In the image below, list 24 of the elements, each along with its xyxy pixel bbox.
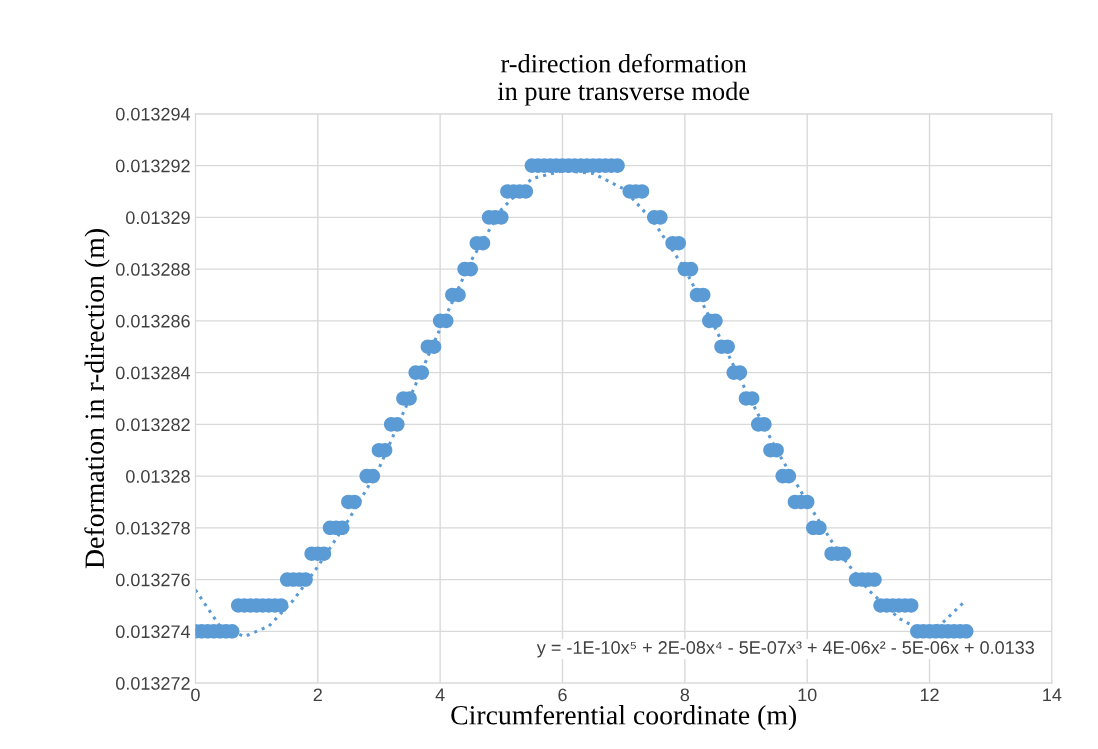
y-axis-title: Deformation in r-direction (m) [84, 229, 110, 569]
y-tick-label: 0.013276 [115, 573, 190, 587]
x-tick-label: 10 [798, 688, 817, 702]
x-tick-label: 8 [680, 688, 690, 702]
y-tick-label: 0.013294 [115, 107, 191, 121]
y-tick-label: 0.013286 [115, 314, 190, 328]
y-tick-label: 0.013274 [115, 625, 191, 639]
y-tick-label: 0.01328 [126, 470, 190, 483]
annotation: y = -1E-10x⁵ + 2E-08x⁴ - 5E-07x³ + 4E-06x² - 5E-06x + 0.0133 [536, 641, 1034, 658]
x-tick-label: 6 [558, 688, 567, 702]
y-tick-label: 0.013284 [115, 366, 191, 380]
y-tick-label: 0.01329 [126, 211, 190, 225]
y-tick-label: 0.013288 [115, 263, 190, 276]
y-tick-label: 0.013272 [115, 677, 190, 690]
x-axis-title: Circumferential coordinate (m) [451, 704, 796, 731]
x-tick-label: 14 [1043, 688, 1062, 702]
x-tick-label: 4 [435, 688, 445, 702]
y-tick-label: 0.013278 [115, 521, 190, 535]
chart-title: r-direction deformation in pure transverse mode [497, 53, 750, 106]
y-tick-label: 0.013292 [115, 159, 190, 173]
x-tick-label: 2 [313, 688, 322, 702]
x-tick-label: 0 [191, 688, 200, 702]
x-tick-label: 12 [920, 688, 939, 702]
y-tick-label: 0.013282 [115, 418, 190, 432]
